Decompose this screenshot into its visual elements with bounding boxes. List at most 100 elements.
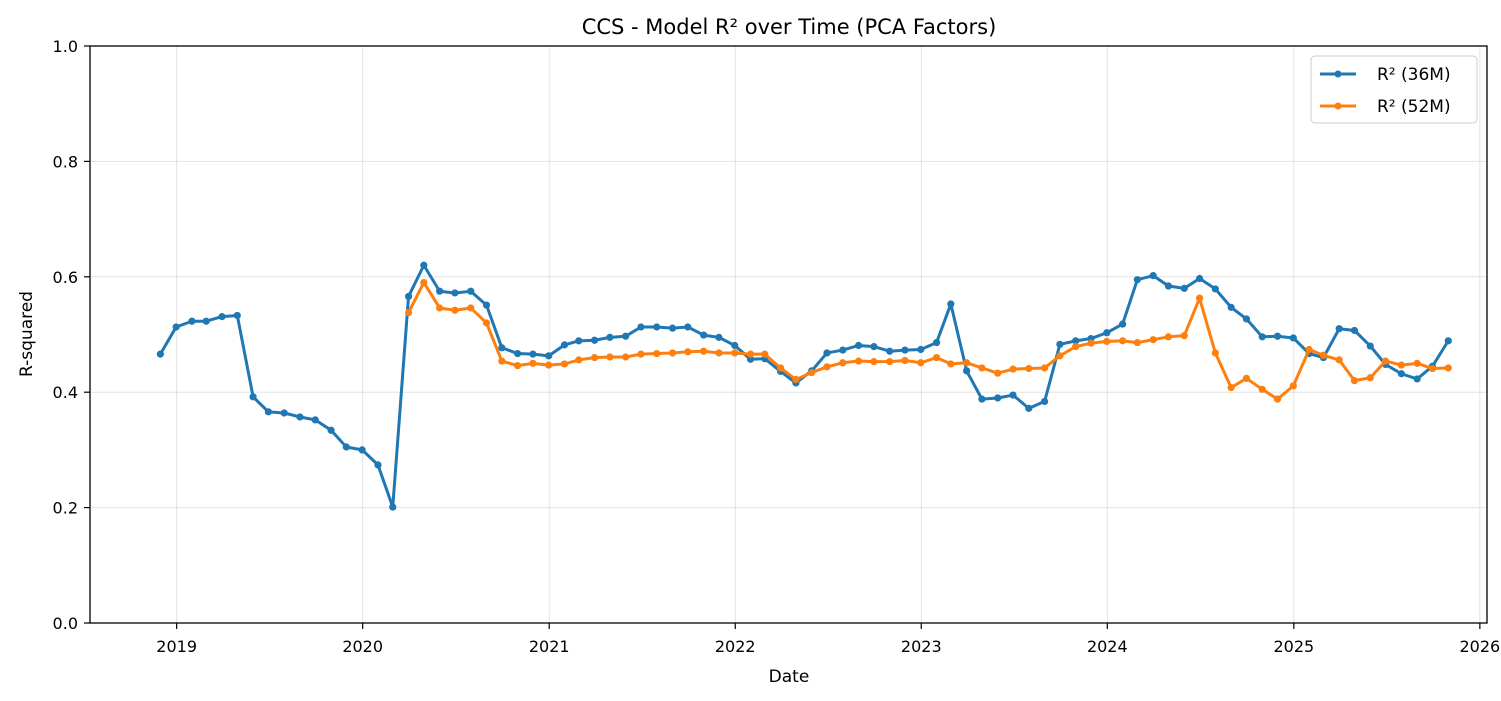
data-point — [1118, 320, 1127, 328]
data-point — [1149, 336, 1157, 344]
y-tick-label: 0.8 — [53, 152, 78, 171]
data-point — [622, 353, 630, 361]
data-point — [1350, 326, 1359, 335]
data-point — [1164, 282, 1173, 290]
data-point — [1025, 404, 1033, 412]
data-point — [560, 341, 569, 349]
x-tick-label: 2020 — [342, 637, 383, 656]
data-point — [1087, 339, 1095, 347]
data-point — [1273, 332, 1282, 340]
data-point — [1180, 284, 1188, 292]
data-point — [1056, 340, 1064, 348]
data-point — [342, 443, 350, 451]
data-point — [404, 308, 413, 317]
data-point — [1072, 337, 1080, 345]
data-point — [1118, 337, 1127, 345]
x-tick-label: 2024 — [1087, 637, 1128, 656]
data-point — [590, 353, 599, 362]
x-tick-label: 2019 — [156, 637, 197, 656]
data-point — [668, 324, 677, 332]
data-point — [451, 306, 459, 314]
data-point — [839, 359, 847, 367]
legend-label-r2-36m: R² (36M) — [1377, 65, 1451, 85]
data-point — [700, 331, 708, 339]
data-point — [1381, 357, 1390, 365]
data-point — [482, 319, 491, 327]
data-point — [947, 300, 955, 308]
data-point — [777, 364, 785, 372]
data-point — [498, 344, 506, 352]
data-point — [886, 358, 894, 366]
data-point — [1164, 333, 1173, 341]
data-point — [389, 503, 397, 511]
data-point — [1273, 395, 1282, 403]
data-point — [202, 317, 210, 325]
data-point — [1444, 364, 1452, 372]
x-tick-label: 2021 — [529, 637, 570, 656]
data-point — [1366, 374, 1374, 382]
data-point — [545, 352, 553, 360]
data-point — [932, 338, 941, 347]
plot-frame — [89, 45, 1488, 624]
chart-title: CCS - Model R² over Time (PCA Factors) — [582, 15, 997, 39]
data-point — [280, 409, 288, 417]
data-point — [1258, 333, 1266, 341]
data-point — [514, 362, 522, 370]
data-point — [901, 356, 909, 365]
data-point — [1428, 364, 1437, 373]
data-point — [715, 349, 723, 357]
data-point — [622, 332, 630, 340]
y-tick-label: 0.0 — [53, 614, 78, 633]
data-point — [637, 350, 645, 358]
data-point — [436, 304, 444, 312]
data-point — [932, 353, 941, 362]
data-point — [792, 375, 800, 384]
data-point — [637, 323, 645, 331]
data-point — [1397, 370, 1405, 378]
data-point — [1025, 364, 1033, 373]
data-point — [978, 395, 986, 403]
data-point — [1180, 332, 1188, 340]
data-point — [327, 426, 335, 434]
data-point — [1133, 276, 1141, 284]
data-point — [1103, 337, 1111, 346]
legend-label-r2-52m: R² (52M) — [1377, 97, 1451, 117]
data-point — [1413, 359, 1421, 367]
data-point — [1350, 377, 1359, 385]
data-point — [1366, 342, 1374, 350]
data-point — [1227, 383, 1235, 392]
data-point — [560, 360, 569, 368]
data-point — [467, 304, 475, 312]
data-point — [1009, 365, 1017, 373]
data-point — [575, 337, 583, 345]
data-point — [1444, 337, 1452, 345]
data-point — [978, 364, 986, 372]
x-axis-title: Date — [769, 667, 810, 687]
data-point — [420, 278, 428, 287]
y-tick-label: 0.4 — [53, 383, 78, 402]
data-point — [947, 360, 955, 368]
data-point — [653, 349, 661, 358]
x-tick-label: 2023 — [901, 637, 942, 656]
data-point — [249, 393, 257, 401]
data-point — [1242, 374, 1251, 382]
data-point — [715, 333, 723, 341]
data-point — [1056, 352, 1064, 360]
data-point — [1305, 345, 1313, 354]
data-point — [374, 461, 382, 469]
legend-marker-r2-36m — [1334, 70, 1342, 78]
series-layer — [156, 261, 1452, 511]
data-point — [296, 413, 304, 421]
data-point — [529, 359, 537, 367]
data-point — [1289, 382, 1297, 390]
data-point — [1133, 338, 1141, 347]
data-point — [1195, 274, 1204, 283]
data-point — [1211, 349, 1219, 357]
data-point — [1413, 375, 1421, 383]
y-axis-title: R-squared — [17, 291, 37, 377]
data-point — [668, 349, 677, 357]
data-point — [358, 446, 366, 454]
y-tick-label: 1.0 — [53, 37, 78, 56]
data-point — [994, 369, 1002, 377]
